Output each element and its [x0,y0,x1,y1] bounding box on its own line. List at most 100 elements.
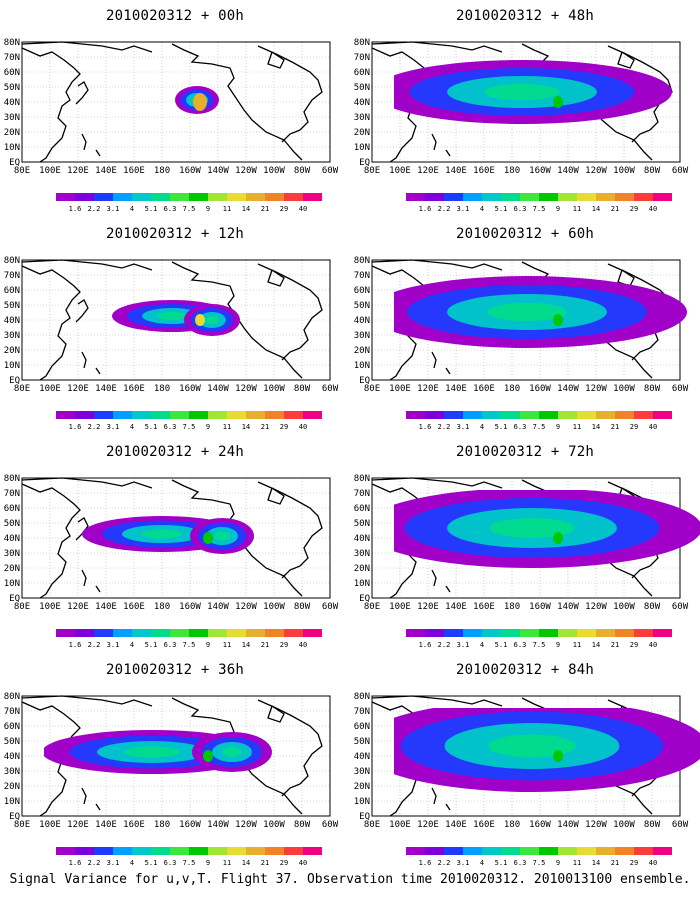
map-panel: 2010020312 + 48h 80E 100E 120E 140E 160E 180 16… [350,0,700,218]
colorbar-swatch [482,629,501,637]
colorbar-swatch [303,847,322,855]
colorbar-swatch [596,847,615,855]
y-axis-label: 70N [354,489,370,499]
variance-peak [195,314,205,326]
x-axis-label: 140E [445,166,467,176]
x-axis-label: 80W [644,384,661,394]
x-axis-label: 80W [644,820,661,830]
coastline [445,367,451,375]
x-axis-label: 120W [235,384,257,394]
colorbar-label: 2.2 [438,859,451,867]
colorbar-swatch [208,193,227,201]
colorbar-swatch [227,629,246,637]
colorbar-swatch [653,847,672,855]
colorbar-label: 2.2 [88,423,101,431]
x-axis-label: 100W [263,602,285,612]
x-axis-label: 160E [473,820,495,830]
y-axis-label: 80N [4,256,20,266]
y-axis-label: EQ [359,376,370,386]
x-axis-label: 160E [123,602,145,612]
colorbar: 1.6 2.2 3.1 4 5.1 6.3 7.5 9 11 14 21 29 40 [56,411,322,431]
y-axis-label: 50N [4,519,20,529]
colorbar-label: 1.6 [69,641,82,649]
colorbar-label: 7.5 [183,641,196,649]
coastline [631,783,651,797]
x-axis-label: 120W [585,820,607,830]
colorbar-swatch [501,411,520,419]
colorbar-label: 9 [556,859,560,867]
y-axis-label: 10N [354,797,370,807]
colorbar-swatch [520,847,539,855]
y-axis-label: 20N [354,564,370,574]
colorbar-label: 40 [649,423,657,431]
colorbar-swatch [284,193,303,201]
colorbar-label: 9 [206,205,210,213]
coastline [267,705,285,723]
y-axis-label: 70N [354,53,370,63]
colorbar-swatch [227,411,246,419]
colorbar-label: 14 [592,641,600,649]
y-axis-label: 80N [4,692,20,702]
x-axis-label: 60W [672,166,689,176]
colorbar-swatch [482,193,501,201]
x-axis-label: 180 [504,820,520,830]
colorbar-label: 9 [556,641,560,649]
coastline [95,803,101,811]
variance-contour [205,316,219,324]
y-axis-label: 30N [354,113,370,123]
x-axis-label: 160W [179,384,201,394]
colorbar-swatch [189,629,208,637]
coastline [431,351,437,369]
x-axis-label: 120W [235,820,257,830]
colorbar-label: 3.1 [107,859,120,867]
x-axis-label: 80W [644,166,661,176]
panel-title: 2010020312 + 60h [455,226,595,242]
y-axis-label: 50N [354,737,370,747]
x-axis-label: 100E [389,820,411,830]
colorbar-label: 6.3 [164,859,177,867]
colorbar-swatch [56,193,75,201]
colorbar-swatch [246,847,265,855]
x-axis-label: 80E [14,602,30,612]
coastline [75,517,89,541]
x-axis-label: 80W [294,820,311,830]
y-axis-label: 70N [354,271,370,281]
y-axis-label: 40N [354,316,370,326]
y-axis-label: 80N [354,474,370,484]
x-axis-label: 140E [95,602,117,612]
colorbar-label: 4 [480,205,484,213]
coastline [171,43,303,161]
colorbar-label: 21 [261,205,269,213]
panel-title: 2010020312 + 24h [105,444,245,460]
variance-contour [142,529,182,539]
x-axis-label: 80W [294,384,311,394]
colorbar-swatch [482,411,501,419]
colorbar-label: 7.5 [533,423,546,431]
x-axis-label: 100E [39,602,61,612]
coastline [95,149,101,157]
y-axis-label: EQ [359,594,370,604]
y-axis-label: EQ [359,158,370,168]
colorbar: 1.6 2.2 3.1 4 5.1 6.3 7.5 9 11 14 21 29 40 [56,193,322,213]
colorbar-swatch [303,193,322,201]
colorbar-swatch [520,193,539,201]
colorbar-swatch [406,847,425,855]
colorbar-label: 21 [611,423,619,431]
colorbar-label: 3.1 [107,205,120,213]
y-axis-label: EQ [9,812,20,822]
panel-title: 2010020312 + 48h [455,8,595,24]
colorbar-swatch [539,411,558,419]
colorbar-label: 6.3 [514,641,527,649]
y-axis-label: 10N [4,143,20,153]
colorbar-swatch [132,847,151,855]
variance-contour [488,734,576,758]
x-axis-label: 100W [613,602,635,612]
x-axis-label: 120E [417,166,439,176]
colorbar-label: 40 [299,641,307,649]
colorbar-swatch [425,847,444,855]
y-axis-label: 60N [354,504,370,514]
x-axis-label: 140W [207,166,229,176]
y-axis-label: 50N [4,83,20,93]
x-axis-label: 160E [123,166,145,176]
variance-peak [203,532,213,544]
